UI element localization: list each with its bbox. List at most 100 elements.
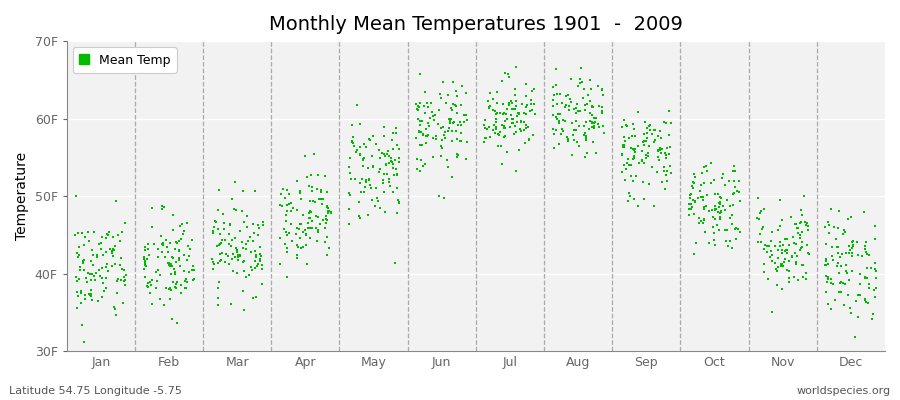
Point (104, 262, 119, 269)
Point (76, 266, 91, 273)
Point (788, 221, 803, 227)
Point (101, 232, 115, 238)
Point (760, 243, 775, 249)
Point (248, 188, 263, 194)
Point (255, 262, 269, 268)
Point (698, 163, 713, 170)
Point (795, 244, 809, 250)
Point (389, 130, 403, 136)
Point (550, 101, 564, 107)
Point (800, 226, 814, 233)
Point (299, 242, 313, 248)
Point (99, 249, 113, 255)
Point (210, 243, 224, 249)
Point (728, 184, 742, 191)
Point (446, 101, 460, 108)
Point (751, 194, 765, 201)
Point (595, 108, 609, 114)
Point (584, 112, 598, 118)
Point (353, 121, 367, 127)
Point (571, 108, 585, 114)
Point (436, 79, 450, 85)
Point (280, 232, 294, 239)
Point (320, 189, 334, 195)
Point (869, 268, 884, 274)
Point (591, 83, 606, 90)
Point (456, 112, 471, 118)
Point (356, 162, 370, 169)
Point (559, 102, 573, 108)
Point (113, 255, 128, 262)
Point (512, 111, 526, 117)
Point (320, 207, 335, 214)
Point (307, 151, 321, 158)
Point (525, 88, 539, 94)
Point (796, 274, 810, 280)
Text: worldspecies.org: worldspecies.org (796, 386, 891, 396)
Point (364, 185, 378, 191)
Point (182, 253, 196, 259)
Point (381, 171, 395, 177)
Point (497, 123, 511, 129)
Point (368, 202, 382, 209)
Point (760, 243, 774, 249)
Point (292, 190, 307, 196)
Point (97, 288, 112, 294)
Point (414, 157, 428, 163)
Point (694, 217, 708, 224)
Point (572, 76, 587, 82)
Point (478, 125, 492, 131)
Point (178, 285, 193, 292)
Point (583, 97, 598, 104)
Point (111, 276, 125, 283)
Point (94, 264, 109, 271)
Point (698, 180, 712, 186)
Point (763, 254, 778, 260)
Point (273, 234, 287, 241)
Point (345, 122, 359, 128)
Point (237, 257, 251, 264)
Point (391, 196, 405, 203)
Point (292, 226, 307, 232)
Point (240, 238, 255, 244)
Point (638, 118, 652, 125)
Point (322, 208, 337, 214)
Point (321, 210, 336, 216)
Point (418, 89, 433, 96)
Point (819, 256, 833, 262)
Point (626, 196, 641, 202)
Point (449, 128, 464, 134)
Point (774, 263, 788, 270)
Point (500, 149, 514, 155)
Point (843, 247, 858, 253)
Point (221, 253, 236, 259)
Point (663, 170, 678, 176)
Point (561, 92, 575, 98)
Point (107, 304, 122, 310)
Point (360, 212, 374, 218)
Point (626, 155, 641, 161)
Point (577, 123, 591, 129)
Point (71, 229, 86, 236)
Point (706, 214, 720, 220)
Point (779, 247, 794, 254)
Point (620, 160, 634, 167)
Point (833, 279, 848, 285)
Point (519, 93, 534, 99)
Point (580, 150, 595, 156)
Point (449, 103, 464, 109)
Point (100, 231, 114, 237)
Point (74, 300, 88, 306)
Point (772, 243, 787, 249)
Point (555, 100, 570, 106)
Point (73, 264, 87, 270)
Point (713, 216, 727, 223)
Point (731, 226, 745, 232)
Point (778, 256, 792, 262)
Point (274, 190, 288, 197)
Point (310, 238, 324, 244)
Point (774, 250, 788, 256)
Point (684, 190, 698, 197)
Point (95, 252, 110, 259)
Point (213, 241, 228, 247)
